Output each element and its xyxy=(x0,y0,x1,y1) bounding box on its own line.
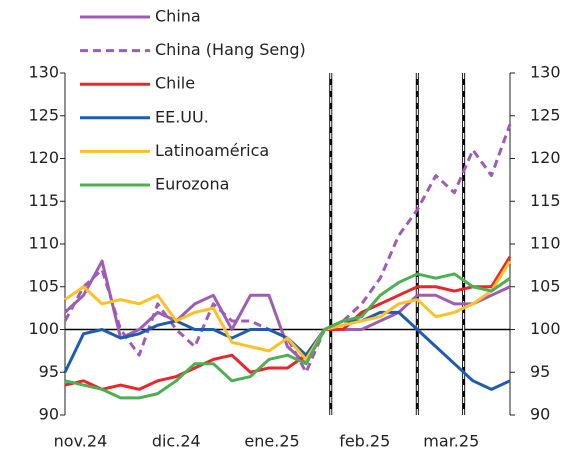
y-tick-label: 105 xyxy=(28,276,59,295)
legend-label: China (Hang Seng) xyxy=(155,40,306,59)
x-tick-label: dic.24 xyxy=(152,432,201,451)
y2-tick-label: 90 xyxy=(530,405,550,424)
y2-tick-label: 105 xyxy=(530,276,561,295)
series-line xyxy=(64,260,512,361)
legend-label: Chile xyxy=(155,74,195,93)
x-tick-label: mar.25 xyxy=(423,432,479,451)
y2-tick-label: 115 xyxy=(530,191,561,210)
y2-tick-label: 130 xyxy=(530,63,561,82)
y2-tick-label: 100 xyxy=(530,319,561,338)
y2-tick-label: 95 xyxy=(530,362,550,381)
y2-tick-label: 120 xyxy=(530,148,561,167)
y-tick-label: 100 xyxy=(28,319,59,338)
y2-tick-label: 125 xyxy=(530,105,561,124)
legend-label: Eurozona xyxy=(155,175,229,194)
series-line xyxy=(63,310,511,391)
y-tick-label: 120 xyxy=(28,148,59,167)
legend-label: Latinoamérica xyxy=(155,141,269,160)
x-tick-label: nov.24 xyxy=(54,432,108,451)
y-tick-label: 110 xyxy=(28,234,59,253)
y-tick-label: 90 xyxy=(39,405,59,424)
series-line xyxy=(63,123,512,374)
x-tick-label: ene.25 xyxy=(244,432,299,451)
series-line xyxy=(64,272,511,400)
series-line xyxy=(64,256,512,391)
y2-tick-label: 110 xyxy=(530,234,561,253)
legend-label: China xyxy=(155,7,201,26)
series-line xyxy=(63,259,511,366)
y-tick-label: 95 xyxy=(39,362,59,381)
y-tick-label: 125 xyxy=(28,105,59,124)
x-tick-label: feb.25 xyxy=(339,432,390,451)
y-tick-label: 130 xyxy=(28,63,59,82)
legend-label: EE.UU. xyxy=(155,107,209,126)
y-tick-label: 115 xyxy=(28,191,59,210)
